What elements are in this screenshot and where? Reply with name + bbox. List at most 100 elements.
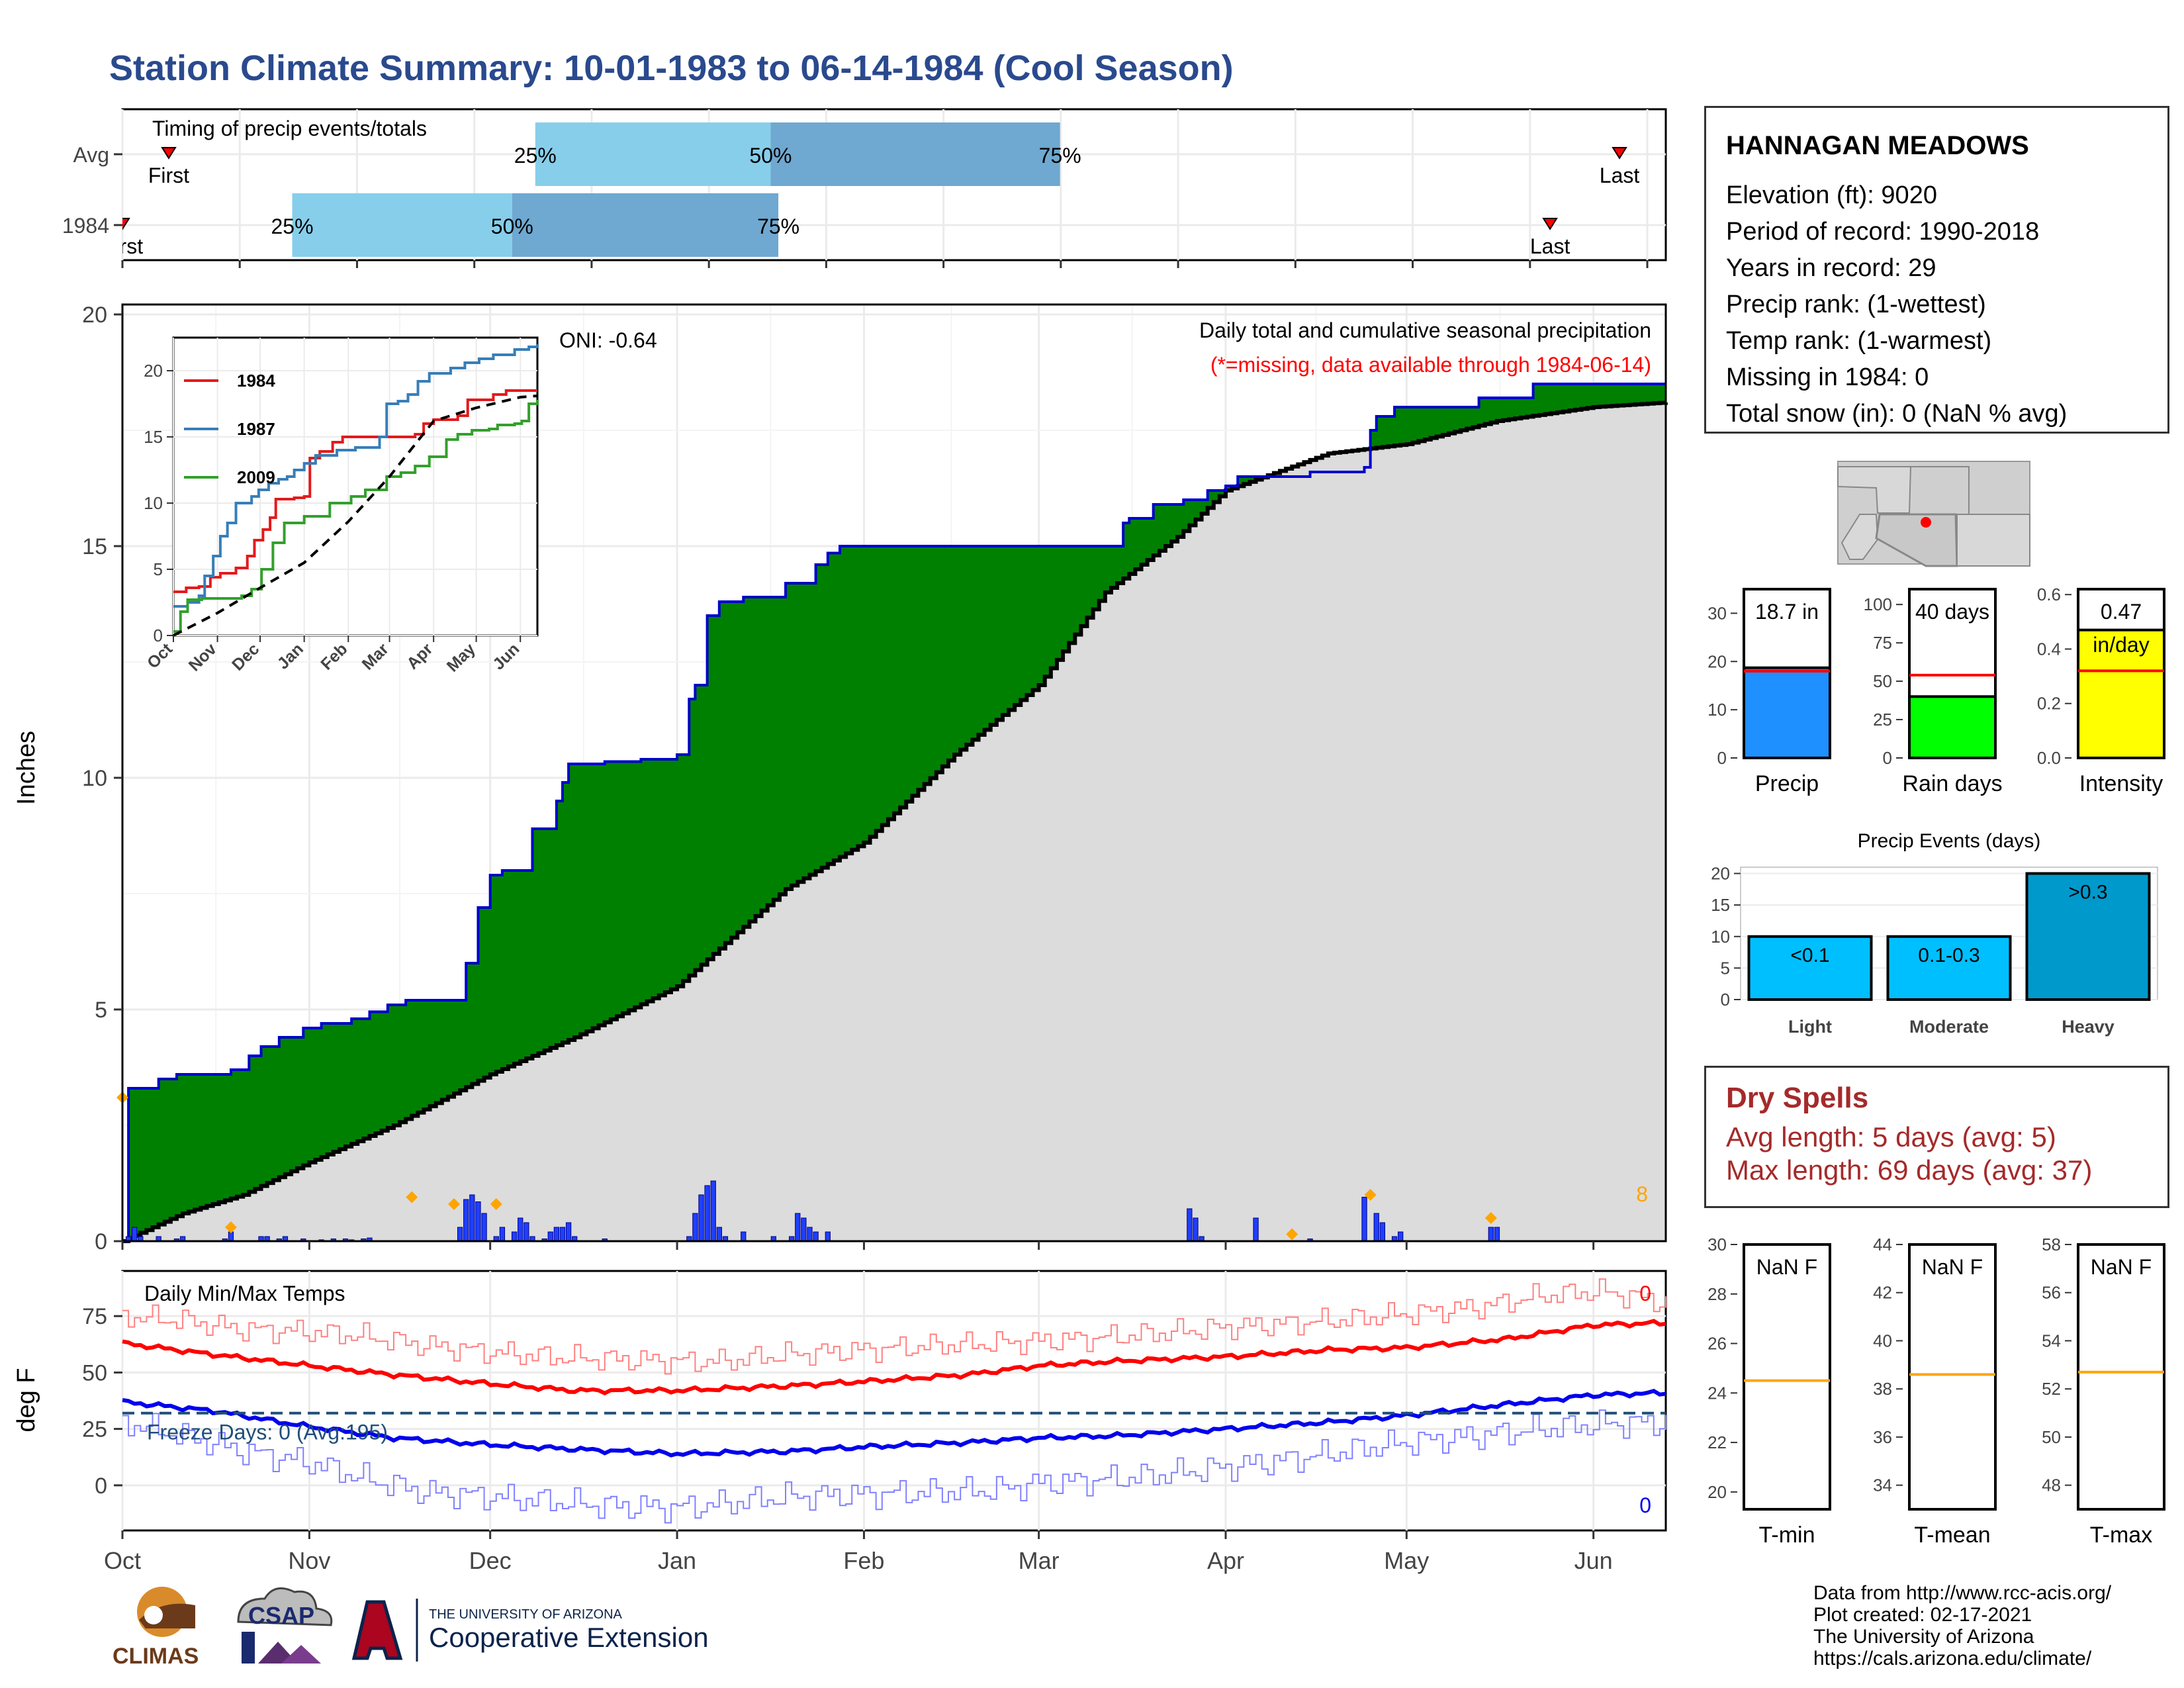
summary-ytick-label: 54 [2042,1331,2061,1350]
timing-quartile-label: 25% [514,144,557,167]
inset-series-line [173,389,537,593]
station-missing: Missing in 1984: 0 [1726,363,1929,391]
main-ytick-label: 0 [95,1229,107,1254]
summary-ytick-label: 0 [1717,748,1727,768]
event-category-label: Light [1788,1017,1832,1037]
daily-precip-bar [132,1227,138,1242]
observed-step-line [122,383,1666,1243]
svg-text:CLIMAS: CLIMAS [113,1644,199,1669]
events-ytick-label: 5 [1721,958,1730,978]
timing-row-label: Avg [73,143,109,167]
events-ytick-label: 10 [1711,927,1730,947]
station-location-dot [1921,517,1931,528]
temp-ytick-label: 25 [82,1417,107,1442]
summary-bar-label: NaN F [1922,1255,1983,1279]
temperature-panel: Freeze Days: 0 (Avg:195) 0 25 50 75 Daily M… [13,1270,1667,1574]
timing-event-label: First [148,164,189,187]
timing-event-label: Last [1600,164,1640,187]
svg-text:Cooperative Extension: Cooperative Extension [429,1622,709,1653]
summary-ytick-label: 22 [1707,1432,1727,1452]
event-category-label: Moderate [1909,1017,1989,1037]
temp-ylabel: deg F [13,1368,40,1432]
oni-label: ONI: -0.64 [559,328,657,352]
month-tick-label: Jun [1574,1547,1613,1574]
summary-ytick-label: 0.2 [2037,694,2061,714]
timing-title: Timing of precip events/totals [152,117,427,140]
inset-legend-label: 1984 [237,371,275,391]
inset-legend-label: 1987 [237,419,275,439]
credits: Data from http://www.rcc-acis.org/ Plot … [1813,1582,2111,1669]
summary-bar-label: 18.7 in [1755,600,1819,624]
event-category-label: Heavy [2062,1017,2115,1037]
average-step-line [122,400,1668,1243]
timing-quartile-label: 50% [749,144,792,167]
summary-ytick-label: 44 [1873,1235,1892,1254]
inset-ytick-label: 20 [144,361,163,381]
event-bar-label: 0.1-0.3 [1918,945,1979,966]
summary-bar-fill [2077,628,2165,760]
university-of-arizona-logo: THE UNIVERSITY OF ARIZONA Cooperative Ex… [351,1599,709,1662]
timing-quartile-label: 75% [1039,144,1081,167]
temp-series-line [122,1319,1666,1396]
main-ytick-label: 15 [82,534,107,559]
daily-precip-bar [511,1231,518,1242]
timing-event-marker [161,147,177,160]
summary-ytick-label: 48 [2042,1476,2061,1495]
inset-ytick-label: 10 [144,493,163,513]
events-ytick-label: 20 [1711,864,1730,884]
locator-map [1837,461,2030,567]
station-name: HANNAGAN MEADOWS [1726,131,2029,160]
timing-row-label: 1984 [62,214,109,238]
summary-ytick-label: 40 [1873,1331,1892,1350]
summary-ytick-label: 52 [2042,1379,2061,1399]
daily-precip-bar [463,1199,469,1242]
summary-ytick-label: 100 [1864,594,1892,614]
daily-precip-bar [704,1185,710,1242]
timing-bar-late [770,122,1060,186]
month-tick-label: Nov [288,1547,330,1574]
month-tick-label: May [1384,1547,1429,1574]
missing-marker [1484,1212,1497,1224]
daily-precip-bar [825,1231,831,1242]
summary-bar-category: T-max [2090,1523,2152,1548]
missing-marker [490,1198,502,1210]
summary-ytick-label: 28 [1707,1284,1727,1304]
summary-bar-label: NaN F [1756,1255,1817,1279]
svg-text:CSAP: CSAP [248,1602,314,1629]
summary-ytick-label: 0.4 [2037,639,2061,659]
inset-ytick-label: 15 [144,427,163,447]
summary-ytick-label: 58 [2042,1235,2061,1254]
summary-bar-fill [1908,695,1997,759]
temp-series-line [122,1409,1666,1524]
timing-event-label: Last [1530,234,1570,258]
month-tick-label: Jan [658,1547,696,1574]
summary-bar-label2: in/day [2093,633,2149,657]
climas-logo: CLIMAS [113,1587,199,1669]
daily-precip-bar [1379,1222,1386,1242]
daily-precip-bar [741,1231,747,1242]
summary-ytick-label: 20 [1707,1482,1727,1502]
credit-url: https://cals.arizona.edu/climate/ [1813,1648,2092,1669]
timing-quartile-label: 25% [271,214,313,238]
timing-event-marker [122,218,130,230]
summary-ytick-label: 20 [1707,651,1727,671]
daily-precip-bar [553,1227,560,1242]
inset-average-line [173,395,538,637]
summary-ytick-label: 75 [1873,633,1892,653]
precip-events-chart: Precip Events (days) 0 5 10 15 20 <0.1 Light 0.1… [1711,830,2158,1037]
daily-precip-bar [1488,1227,1494,1242]
summary-ytick-label: 24 [1707,1383,1727,1403]
summary-ytick-label: 56 [2042,1283,2061,1303]
station-years: Years in record: 29 [1726,254,1936,282]
credit-plot-created: Plot created: 02-17-2021 [1813,1604,2032,1626]
daily-precip-bar [559,1227,566,1242]
inset-series-line [173,344,539,608]
daily-precip-bar [801,1217,807,1242]
month-tick-label: Mar [1019,1547,1060,1574]
daily-precip-bar [547,1231,553,1242]
inset-legend-label: 2009 [237,467,275,487]
logos: CLIMAS CSAP THE UNIVERSITY OF ARIZONA Co… [113,1587,709,1669]
temp-ytick-label: 75 [82,1304,107,1329]
summary-ytick-label: 50 [1873,671,1892,691]
